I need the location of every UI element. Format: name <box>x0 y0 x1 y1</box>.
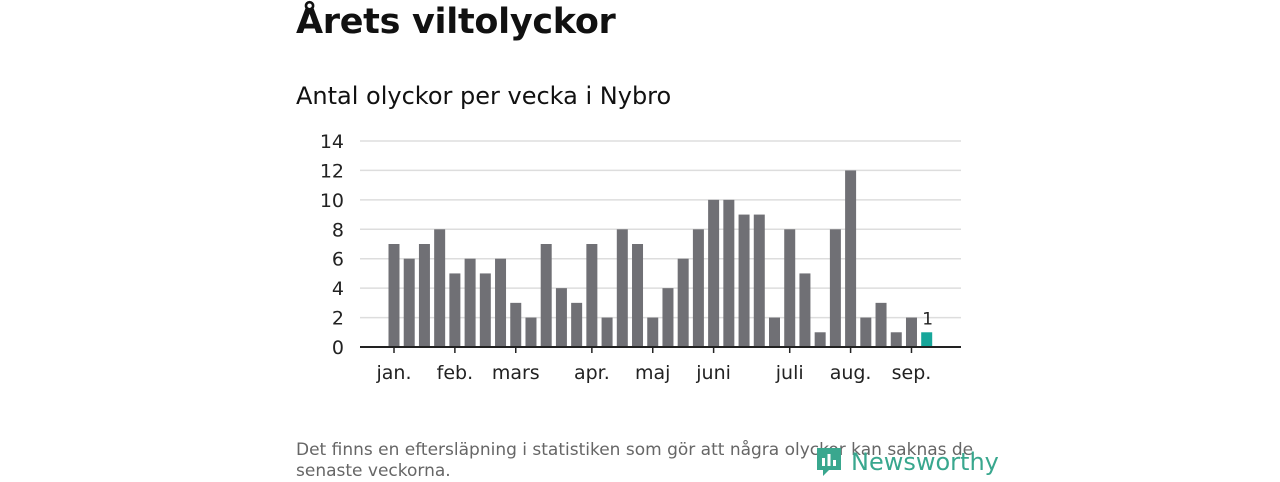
bar <box>723 199 735 347</box>
bar <box>403 258 415 347</box>
bar <box>829 229 841 347</box>
bar <box>890 332 902 347</box>
x-tick-label: sep. <box>892 362 932 384</box>
bar <box>495 258 507 347</box>
brand-logo: Newsworthy <box>815 446 999 478</box>
x-tick-label: mars <box>492 362 540 384</box>
x-tick-label: maj <box>635 362 670 384</box>
bar <box>632 244 644 347</box>
bar <box>418 244 430 347</box>
bar <box>845 170 857 347</box>
y-tick-label: 8 <box>332 219 344 241</box>
y-tick-label: 12 <box>320 160 344 182</box>
bar <box>784 229 796 347</box>
bar <box>571 302 583 347</box>
bar <box>860 317 872 347</box>
bar-chart: 0 2 4 6 8 10 12 14 jan. feb. mars apr. maj juni juli au… <box>320 131 961 384</box>
bar <box>449 273 461 347</box>
y-tick-label: 14 <box>320 131 344 153</box>
footnote: Det finns en eftersläpning i statistiken… <box>296 440 974 481</box>
bar <box>434 229 446 347</box>
data-label: 1 <box>922 309 933 329</box>
bar <box>555 288 567 347</box>
bar <box>616 229 628 347</box>
bar <box>875 302 887 347</box>
newsworthy-logo-icon <box>817 448 841 476</box>
bar <box>708 199 720 347</box>
bar <box>601 317 613 347</box>
bar <box>905 317 917 347</box>
bar <box>525 317 537 347</box>
y-tick-label: 10 <box>320 190 344 212</box>
bar <box>662 288 674 347</box>
y-tick-label: 2 <box>332 308 344 330</box>
bar <box>540 244 552 347</box>
x-tick-label: apr. <box>574 362 610 384</box>
y-tick-label: 6 <box>332 249 344 271</box>
chart-title: Antal olyckor per vecka i Nybro <box>296 82 672 110</box>
bar <box>647 317 659 347</box>
bar <box>464 258 476 347</box>
bar <box>586 244 598 347</box>
bar <box>677 258 689 347</box>
y-tick-label: 4 <box>332 278 344 300</box>
bar <box>814 332 826 347</box>
bar <box>479 273 491 347</box>
bar <box>738 214 750 347</box>
bar <box>799 273 811 347</box>
x-tick-label: jan. <box>375 362 411 384</box>
page-title: Årets viltolyckor <box>296 2 616 42</box>
x-tick-label: juli <box>775 362 804 384</box>
y-tick-label: 0 <box>332 337 344 359</box>
bar-highlighted <box>921 332 933 347</box>
bar <box>388 244 400 347</box>
bar <box>753 214 765 347</box>
x-tick-label: aug. <box>830 362 872 384</box>
brand-name: Newsworthy <box>851 448 999 476</box>
bar <box>769 317 780 347</box>
bar <box>510 302 522 347</box>
bar <box>692 229 704 347</box>
x-tick-label: juni <box>695 362 731 384</box>
x-tick-label: feb. <box>437 362 473 384</box>
